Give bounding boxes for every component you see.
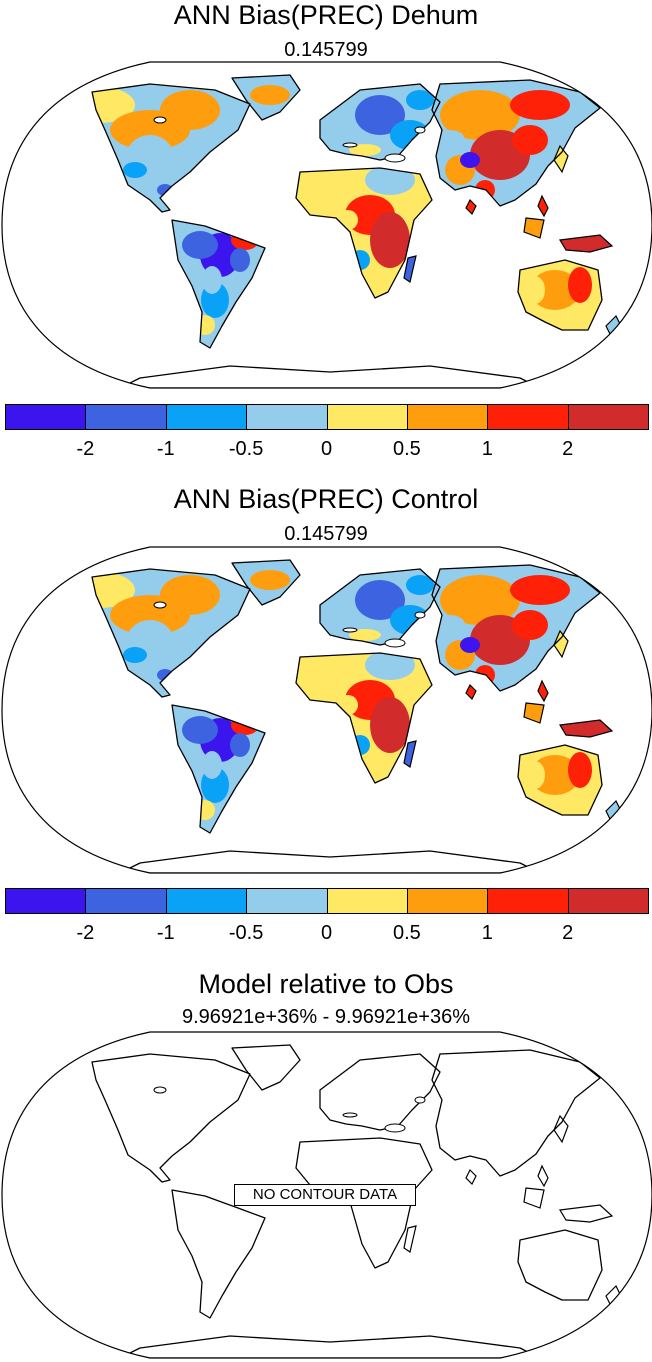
panel1-colorbar-labels: -2 -1 -0.5 0 0.5 1 2 <box>0 438 652 462</box>
colorbar-swatch <box>246 888 328 914</box>
panel1-map <box>1 61 652 389</box>
colorbar-swatch <box>326 888 408 914</box>
colorbar-swatch <box>85 404 167 430</box>
panel3-subtitle: 9.96921e+36% - 9.96921e+36% <box>181 1006 471 1028</box>
panel3-title: Model relative to Obs <box>198 969 454 999</box>
panel2-map <box>1 546 652 874</box>
colorbar-swatch <box>406 888 489 914</box>
colorbar-tick-label: 1 <box>481 922 493 944</box>
panel2-title: ANN Bias(PREC) Control <box>173 484 479 514</box>
panel1-subtitle: 0.145799 <box>284 39 368 61</box>
colorbar-swatch <box>567 888 649 914</box>
colorbar-swatch <box>567 404 649 430</box>
colorbar-tick-label: 2 <box>562 438 574 460</box>
colorbar-tick-label: 0.5 <box>392 922 421 944</box>
colorbar-swatch <box>406 404 489 430</box>
panel2-subtitle: 0.145799 <box>284 523 368 545</box>
colorbar-swatch <box>487 404 569 430</box>
colorbar-tick-label: -2 <box>76 922 95 944</box>
colorbar-tick-label: 1 <box>481 438 493 460</box>
colorbar-swatch <box>487 888 569 914</box>
colorbar-tick-label: -1 <box>156 438 175 460</box>
panel3-map <box>1 1031 652 1359</box>
colorbar-tick-label: 0 <box>320 438 333 460</box>
colorbar-tick-label: -0.5 <box>228 922 264 944</box>
colorbar-swatch <box>165 404 248 430</box>
colorbar-swatch <box>85 888 167 914</box>
panel2-colorbar <box>5 888 649 914</box>
colorbar-tick-label: -2 <box>76 438 95 460</box>
panel2-colorbar-labels: -2 -1 -0.5 0 0.5 1 2 <box>0 922 652 946</box>
colorbar-swatch <box>5 888 87 914</box>
no-contour-data-label: NO CONTOUR DATA <box>234 1184 416 1206</box>
colorbar-tick-label: 0.5 <box>392 438 421 460</box>
colorbar-swatch <box>165 888 248 914</box>
colorbar-tick-label: -1 <box>156 922 175 944</box>
colorbar-swatch <box>5 404 87 430</box>
colorbar-tick-label: -0.5 <box>228 438 264 460</box>
panel1-title: ANN Bias(PREC) Dehum <box>173 0 479 30</box>
panel1-colorbar <box>5 404 649 430</box>
colorbar-swatch <box>246 404 328 430</box>
colorbar-swatch <box>326 404 408 430</box>
colorbar-tick-label: 2 <box>562 922 574 944</box>
colorbar-tick-label: 0 <box>320 922 333 944</box>
